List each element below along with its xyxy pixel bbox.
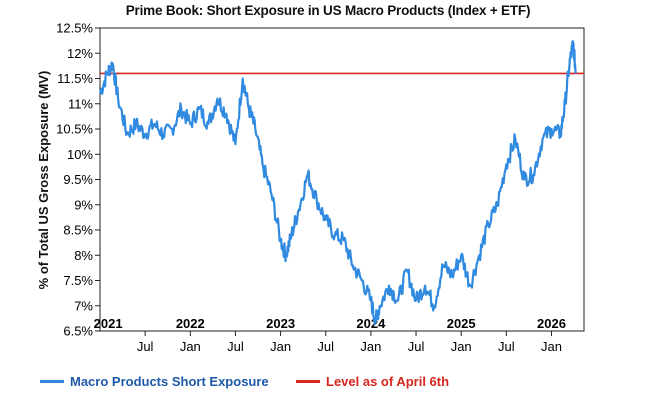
y-tick-label: 9%: [74, 197, 93, 212]
x-year-label: 2021: [94, 316, 123, 331]
x-month-label: Jul: [498, 339, 515, 354]
y-tick-label: 12.5%: [56, 21, 93, 36]
y-tick-label: 7.5%: [63, 273, 93, 288]
y-tick-label: 12%: [67, 46, 93, 61]
y-tick-label: 7%: [74, 298, 93, 313]
x-month-label: Jul: [227, 339, 244, 354]
series-line: [98, 40, 577, 326]
legend-label: Level as of April 6th: [326, 374, 450, 389]
legend-series: Macro Products Short Exposure: [40, 374, 269, 389]
x-month-label: Jan: [451, 339, 472, 354]
x-month-label: Jan: [270, 339, 291, 354]
y-axis-label: % of Total US Gross Exposure (MV): [36, 71, 51, 290]
x-month-label: Jan: [541, 339, 562, 354]
legend-level: Level as of April 6th: [296, 374, 449, 389]
x-year-label: 2022: [176, 316, 205, 331]
legend-label: Macro Products Short Exposure: [70, 374, 269, 389]
chart-title: Prime Book: Short Exposure in US Macro P…: [125, 3, 531, 18]
x-month-label: Jan: [180, 339, 201, 354]
x-month-label: Jan: [360, 339, 381, 354]
y-tick-label: 10%: [67, 147, 93, 162]
legend-swatch-red: [296, 380, 320, 383]
y-tick-label: 10.5%: [56, 122, 93, 137]
y-tick-label: 6.5%: [63, 324, 93, 339]
y-tick-label: 8%: [74, 248, 93, 263]
x-year-label: 2025: [447, 316, 476, 331]
y-tick-label: 9.5%: [63, 172, 93, 187]
x-year-label: 2023: [266, 316, 295, 331]
x-month-label: Jul: [408, 339, 425, 354]
x-year-label: 2024: [356, 316, 386, 331]
y-tick-label: 8.5%: [63, 223, 93, 238]
y-tick-label: 11.5%: [57, 71, 93, 86]
x-month-label: Jul: [317, 339, 334, 354]
legend-swatch-blue: [40, 380, 64, 383]
x-year-label: 2026: [537, 316, 566, 331]
y-tick-label: 11%: [68, 96, 93, 111]
x-month-label: Jul: [137, 339, 154, 354]
